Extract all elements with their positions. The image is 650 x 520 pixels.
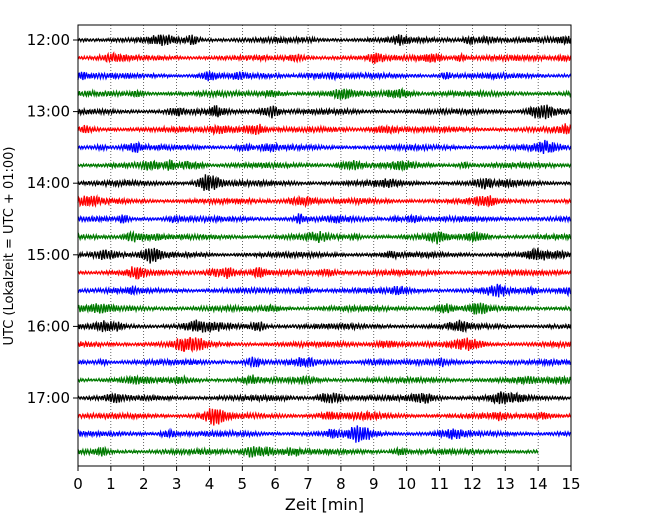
trace-line: [77, 51, 572, 64]
plot-background: [78, 25, 571, 466]
x-axis-ticks: 0 1 2 3 4 5 6 7 8 9 10 11 12 13 14 15: [73, 466, 581, 493]
x-tick-label: 11: [430, 475, 449, 493]
y-tick-label: 14:00: [27, 174, 70, 192]
trace-line: [77, 86, 572, 100]
trace-line: [77, 230, 572, 245]
trace-line: [77, 445, 539, 458]
x-tick-label: 4: [205, 475, 215, 493]
y-axis-ticks: 12:00 13:00 14:00 15:00 16:00 17:00: [27, 31, 78, 407]
x-tick-label: 0: [73, 475, 83, 493]
trace-line: [77, 70, 572, 82]
x-tick-label: 3: [172, 475, 182, 493]
y-axis-label: UTC (Lokalzeit = UTC + 01:00): [2, 147, 17, 346]
trace-line: [77, 213, 571, 225]
x-axis-label: Zeit [min]: [285, 495, 364, 514]
y-tick-label: 12:00: [27, 31, 70, 49]
trace-line: [77, 356, 572, 369]
y-tick-label: 15:00: [27, 246, 70, 264]
x-tick-label: 5: [238, 475, 248, 493]
trace-line: [77, 408, 572, 426]
trace-line: [77, 336, 572, 354]
trace-line: [77, 104, 572, 120]
x-tick-label: 15: [561, 475, 580, 493]
plot-frame: [77, 24, 572, 467]
x-tick-label: 6: [270, 475, 280, 493]
y-tick-label: 17:00: [27, 389, 70, 407]
trace-line: [77, 159, 572, 173]
trace-line: [77, 266, 572, 280]
trace-line: [77, 123, 572, 137]
x-tick-label: 2: [139, 475, 149, 493]
x-tick-label: 7: [303, 475, 313, 493]
trace-line: [77, 302, 572, 315]
seismic-traces: [77, 33, 572, 458]
trace-line: [77, 33, 572, 47]
trace-line: [77, 194, 572, 209]
trace-line: [77, 174, 572, 191]
trace-line: [77, 319, 572, 334]
trace-line: [77, 391, 572, 405]
y-tick-label: 13:00: [27, 103, 70, 121]
trace-line: [77, 247, 572, 264]
trace-line: [77, 373, 572, 387]
trace-line: [77, 139, 572, 154]
x-tick-label: 12: [463, 475, 482, 493]
x-tick-label: 8: [336, 475, 346, 493]
x-tick-label: 10: [397, 475, 416, 493]
x-tick-label: 14: [529, 475, 548, 493]
trace-line: [77, 283, 572, 298]
x-tick-label: 13: [496, 475, 515, 493]
trace-line: [77, 425, 571, 443]
x-tick-label: 1: [106, 475, 116, 493]
y-tick-label: 16:00: [27, 317, 70, 335]
x-tick-label: 9: [369, 475, 379, 493]
